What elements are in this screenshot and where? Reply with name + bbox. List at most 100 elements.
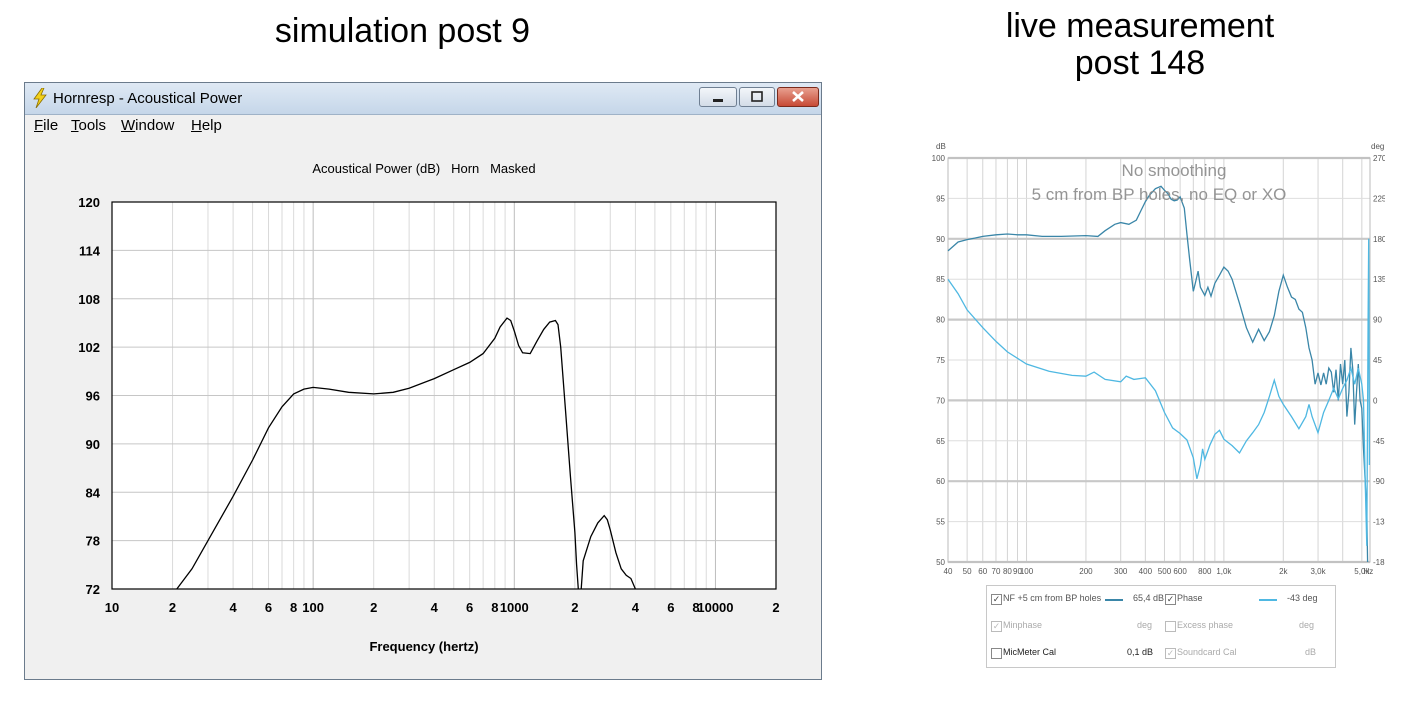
- power-response-line: [176, 317, 579, 590]
- y-tick-label: 80: [936, 316, 945, 325]
- y-tick-label: 50: [936, 558, 945, 567]
- y-right-tick-label: 90: [1373, 316, 1382, 325]
- x-tick-label: 10000: [697, 600, 733, 615]
- y-tick-label: 70: [936, 396, 945, 405]
- caption-simulation: simulation post 9: [274, 12, 531, 50]
- chart-title: Acoustical Power (dB) Horn Masked: [312, 161, 536, 176]
- menu-help[interactable]: Help: [191, 117, 222, 134]
- caption-line-2: post 148: [1074, 44, 1206, 82]
- hornresp-window: Hornresp - Acoustical Power File Tools W…: [24, 82, 822, 680]
- x-tick-label: 2: [370, 600, 377, 615]
- legend-label: MicMeter Cal: [1003, 647, 1057, 657]
- plot-frame: [947, 157, 1371, 563]
- x-tick-label: 6: [265, 600, 272, 615]
- x-tick-label: 5,0k: [1354, 567, 1370, 576]
- legend-value: 65,4 dB: [1133, 593, 1165, 603]
- y-right-axis-label: deg: [1371, 142, 1384, 151]
- maximize-icon: [751, 91, 763, 102]
- x-tick-label: 40: [944, 567, 953, 576]
- x-tick-label: 2: [772, 600, 779, 615]
- phase-line: [947, 238, 1371, 546]
- plot-frame: [111, 201, 777, 590]
- legend-checkbox[interactable]: ✓: [991, 594, 1002, 605]
- legend-checkbox[interactable]: ✓: [1165, 648, 1176, 659]
- x-tick-label: 600: [1173, 567, 1187, 576]
- legend-row: ✓ Minphase deg Excess phase deg: [987, 617, 1337, 637]
- measurement-chart: 50 55 60 65 70 75 80 85 90 95 100 -180 -135 -90 -45 0 45…: [932, 142, 1385, 576]
- close-icon: [792, 91, 804, 102]
- y-right-tick-label: 180: [1373, 235, 1385, 244]
- window-title: Hornresp - Acoustical Power: [53, 90, 243, 107]
- x-axis-label: Frequency (hertz): [369, 639, 479, 654]
- magnitude-line: [947, 185, 1369, 563]
- x-tick-label: 2: [571, 600, 578, 615]
- y-tick-label: 55: [936, 518, 945, 527]
- legend-swatch: [1105, 599, 1123, 601]
- x-tick-label: 2: [169, 600, 176, 615]
- legend-checkbox[interactable]: ✓: [1165, 594, 1176, 605]
- legend-value: deg: [1137, 620, 1153, 630]
- x-tick-label: 8: [290, 600, 297, 615]
- legend-label: NF +5 cm from BP holes: [1003, 593, 1102, 603]
- y-tick-label: 72: [86, 582, 100, 597]
- y-tick-label: 84: [86, 485, 101, 500]
- y-right-tick-label: -90: [1373, 477, 1385, 486]
- x-tick-label: 500: [1158, 567, 1172, 576]
- x-tick-label: 70: [992, 567, 1001, 576]
- x-tick-label: 8: [692, 600, 699, 615]
- x-tick-label: 90: [1013, 567, 1022, 576]
- menu-tools[interactable]: Tools: [71, 117, 107, 134]
- menu-file[interactable]: File: [34, 117, 59, 134]
- close-button[interactable]: [777, 87, 819, 107]
- y-tick-label: 75: [936, 356, 945, 365]
- y-right-tick-label: -180: [1373, 558, 1385, 567]
- legend-checkbox[interactable]: [991, 648, 1002, 659]
- y-right-tick-label: 225: [1373, 194, 1385, 203]
- x-tick-label: 100: [302, 600, 324, 615]
- y-right-tick-label: 0: [1373, 396, 1378, 405]
- legend-panel: ✓ NF +5 cm from BP holes 65,4 dB ✓ Phase…: [986, 585, 1336, 668]
- y-tick-label: 90: [86, 437, 100, 452]
- y-tick-label: 120: [78, 195, 100, 210]
- x-tick-label: 10: [105, 600, 119, 615]
- x-tick-label: 8: [491, 600, 498, 615]
- x-tick-label: 4: [431, 600, 439, 615]
- legend-label: Soundcard Cal: [1177, 647, 1237, 657]
- legend-label: Phase: [1177, 593, 1203, 603]
- y-right-tick-label: 135: [1373, 275, 1385, 284]
- y-right-tick-label: -45: [1373, 437, 1385, 446]
- title-bar[interactable]: Hornresp - Acoustical Power: [25, 83, 821, 115]
- menu-bar: File Tools Window Help: [25, 115, 821, 135]
- x-tick-label: 6: [667, 600, 674, 615]
- maximize-button[interactable]: [739, 87, 775, 107]
- legend-label: Minphase: [1003, 620, 1043, 630]
- annotation-text: No smoothing: [1122, 161, 1227, 180]
- y-tick-label: 100: [932, 154, 946, 163]
- y-tick-label: 65: [936, 437, 945, 446]
- minimize-button[interactable]: [699, 87, 737, 107]
- x-tick-label: 300: [1114, 567, 1128, 576]
- x-tick-label: 800: [1198, 567, 1212, 576]
- y-tick-label: 96: [86, 389, 100, 404]
- x-tick-label: Hz: [1364, 567, 1374, 576]
- x-tick-label: 1000: [500, 600, 529, 615]
- y-right-tick-label: 45: [1373, 356, 1382, 365]
- y-tick-label: 90: [936, 235, 945, 244]
- x-tick-label: 200: [1079, 567, 1093, 576]
- legend-checkbox[interactable]: ✓: [991, 621, 1002, 632]
- y-right-tick-label: -135: [1373, 518, 1385, 527]
- legend-row: ✓ NF +5 cm from BP holes 65,4 dB ✓ Phase…: [987, 590, 1337, 610]
- x-tick-label: 50: [963, 567, 972, 576]
- measurement-panel: 50 55 60 65 70 75 80 85 90 95 100 -180 -135 -90 -45 0 45…: [930, 140, 1385, 670]
- x-tick-label: 60: [978, 567, 987, 576]
- legend-swatch: [1259, 599, 1277, 601]
- menu-window[interactable]: Window: [121, 117, 175, 134]
- minimize-icon: [713, 99, 723, 102]
- legend-row: MicMeter Cal 0,1 dB ✓ Soundcard Cal dB: [987, 644, 1337, 664]
- y-right-tick-label: 270: [1373, 154, 1385, 163]
- x-tick-label: 1,0k: [1216, 567, 1232, 576]
- legend-checkbox[interactable]: [1165, 621, 1176, 632]
- y-tick-label: 108: [78, 292, 100, 307]
- legend-value: 0,1 dB: [1127, 647, 1154, 657]
